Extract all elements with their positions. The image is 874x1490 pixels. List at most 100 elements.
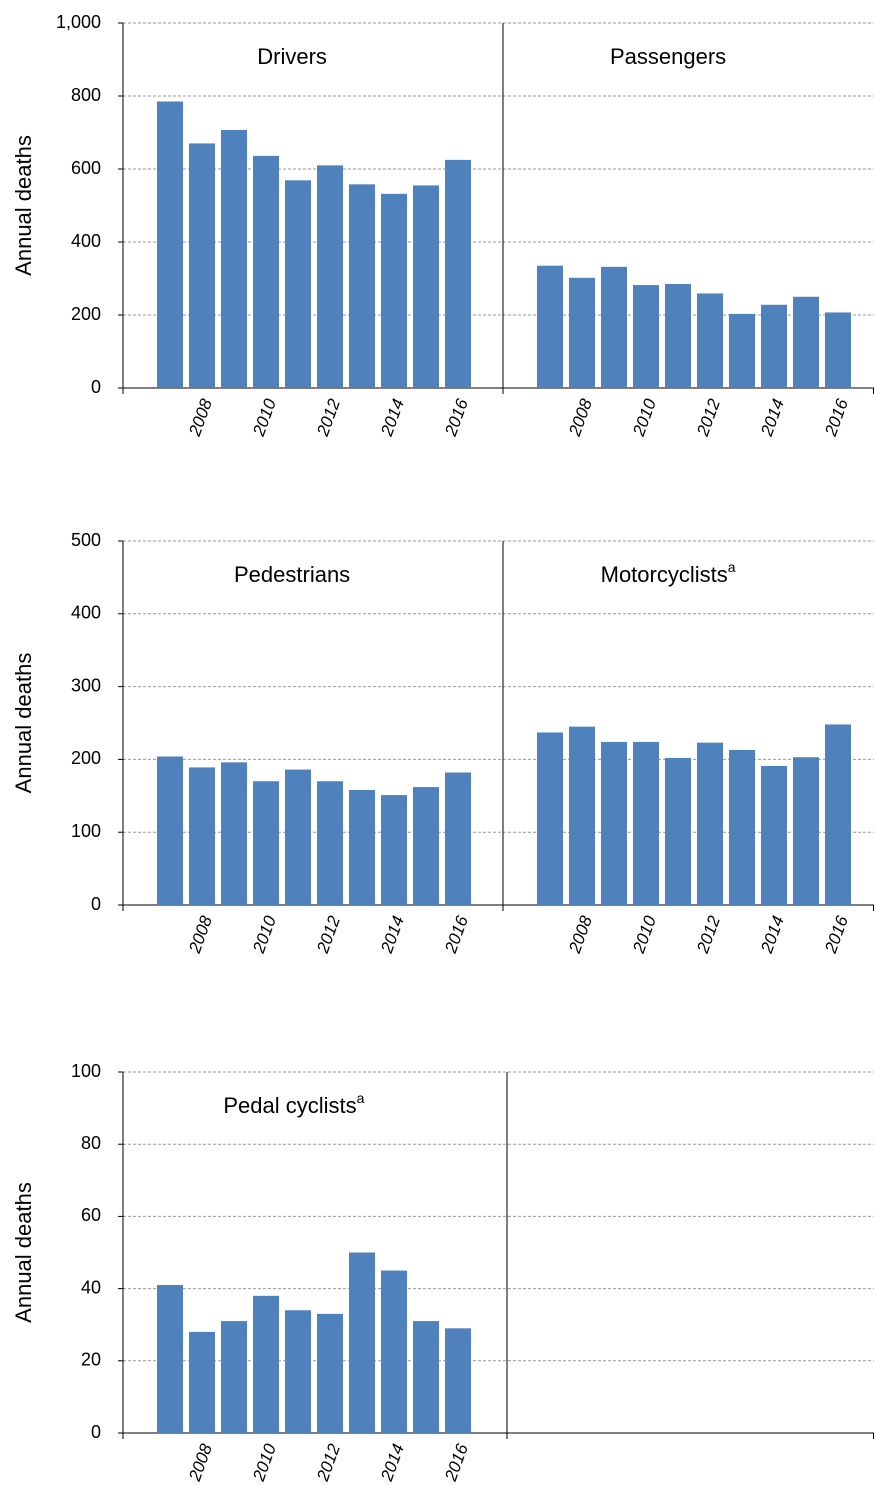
y-tick-label: 80	[81, 1133, 101, 1153]
bar	[825, 312, 851, 388]
bar	[189, 143, 215, 388]
y-tick-label: 0	[91, 377, 101, 397]
bar	[445, 772, 471, 905]
bar	[221, 1321, 247, 1433]
panel-title-text: Passengers	[610, 44, 726, 69]
bar	[253, 155, 279, 388]
x-tick-label: 2010	[249, 396, 280, 439]
x-tick-label: 2016	[441, 1441, 472, 1484]
bar	[157, 101, 183, 388]
x-tick-label: 2008	[185, 396, 216, 439]
x-tick-label: 2016	[441, 396, 472, 439]
y-tick-label: 60	[81, 1205, 101, 1225]
footnote-marker: a	[357, 1090, 365, 1106]
x-tick-label: 2010	[249, 1441, 280, 1484]
panel-title-text: Pedal cyclists	[223, 1093, 356, 1118]
x-tick-label: 2008	[565, 913, 596, 956]
bar	[381, 1270, 407, 1433]
x-tick-label: 2012	[313, 913, 344, 956]
bar	[633, 285, 659, 388]
y-tick-label: 500	[71, 530, 101, 550]
panel-title: Drivers	[257, 44, 327, 69]
bar	[221, 762, 247, 905]
x-tick-label: 2016	[821, 913, 852, 956]
y-axis-label: Annual deaths	[11, 1182, 36, 1323]
y-tick-label: 300	[71, 675, 101, 695]
bar	[253, 1295, 279, 1433]
bar	[445, 1328, 471, 1433]
x-tick-label: 2012	[313, 396, 344, 439]
bar	[761, 765, 787, 905]
bar	[761, 304, 787, 388]
y-tick-label: 200	[71, 748, 101, 768]
bar	[189, 767, 215, 905]
panel-title: Motorcyclistsa	[601, 559, 736, 587]
x-tick-label: 2008	[185, 913, 216, 956]
bar	[825, 724, 851, 905]
bar	[413, 185, 439, 388]
bar	[285, 180, 311, 388]
y-tick-label: 100	[71, 1061, 101, 1081]
bar	[633, 741, 659, 905]
bar	[697, 742, 723, 905]
bar	[729, 749, 755, 905]
bar	[253, 781, 279, 905]
bar	[569, 277, 595, 388]
bar	[285, 769, 311, 905]
bar	[157, 1284, 183, 1433]
bar	[381, 795, 407, 905]
x-tick-label: 2010	[629, 396, 660, 439]
y-axis-label: Annual deaths	[11, 653, 36, 794]
x-tick-label: 2008	[565, 396, 596, 439]
y-tick-label: 40	[81, 1277, 101, 1297]
bar	[381, 193, 407, 388]
bar	[445, 159, 471, 388]
bar	[601, 266, 627, 388]
y-tick-label: 600	[71, 158, 101, 178]
x-tick-label: 2008	[185, 1441, 216, 1484]
x-tick-label: 2010	[629, 913, 660, 956]
x-tick-label: 2012	[693, 913, 724, 956]
bar	[601, 741, 627, 905]
bar	[537, 265, 563, 388]
x-tick-label: 2014	[377, 396, 408, 439]
x-tick-label: 2014	[377, 913, 408, 956]
bar	[793, 757, 819, 905]
footnote-marker: a	[728, 559, 736, 575]
bar	[537, 732, 563, 905]
bar	[349, 184, 375, 388]
panel-title-text: Motorcyclists	[601, 562, 728, 587]
y-tick-label: 200	[71, 304, 101, 324]
bar	[665, 283, 691, 388]
bar	[729, 313, 755, 388]
panel-title: Passengers	[610, 44, 726, 69]
x-tick-label: 2012	[693, 396, 724, 439]
bar	[413, 787, 439, 905]
bar	[349, 1252, 375, 1433]
bar	[221, 129, 247, 388]
panel-title-text: Pedestrians	[234, 562, 350, 587]
bar	[697, 293, 723, 388]
bar	[413, 1321, 439, 1433]
bar	[665, 757, 691, 905]
y-tick-label: 400	[71, 603, 101, 623]
bar	[317, 1313, 343, 1433]
bar	[793, 296, 819, 388]
y-tick-label: 1,000	[56, 12, 101, 32]
panel-title-text: Drivers	[257, 44, 327, 69]
bar	[349, 789, 375, 905]
y-axis-label: Annual deaths	[11, 135, 36, 276]
bar	[317, 165, 343, 388]
y-tick-label: 0	[91, 894, 101, 914]
y-tick-label: 20	[81, 1350, 101, 1370]
y-tick-label: 0	[91, 1422, 101, 1442]
bar	[285, 1310, 311, 1433]
x-tick-label: 2016	[441, 913, 472, 956]
bar	[157, 756, 183, 905]
x-tick-label: 2010	[249, 913, 280, 956]
panel-title: Pedestrians	[234, 562, 350, 587]
panel-title: Pedal cyclistsa	[223, 1090, 364, 1118]
bar	[317, 781, 343, 905]
y-tick-label: 800	[71, 85, 101, 105]
